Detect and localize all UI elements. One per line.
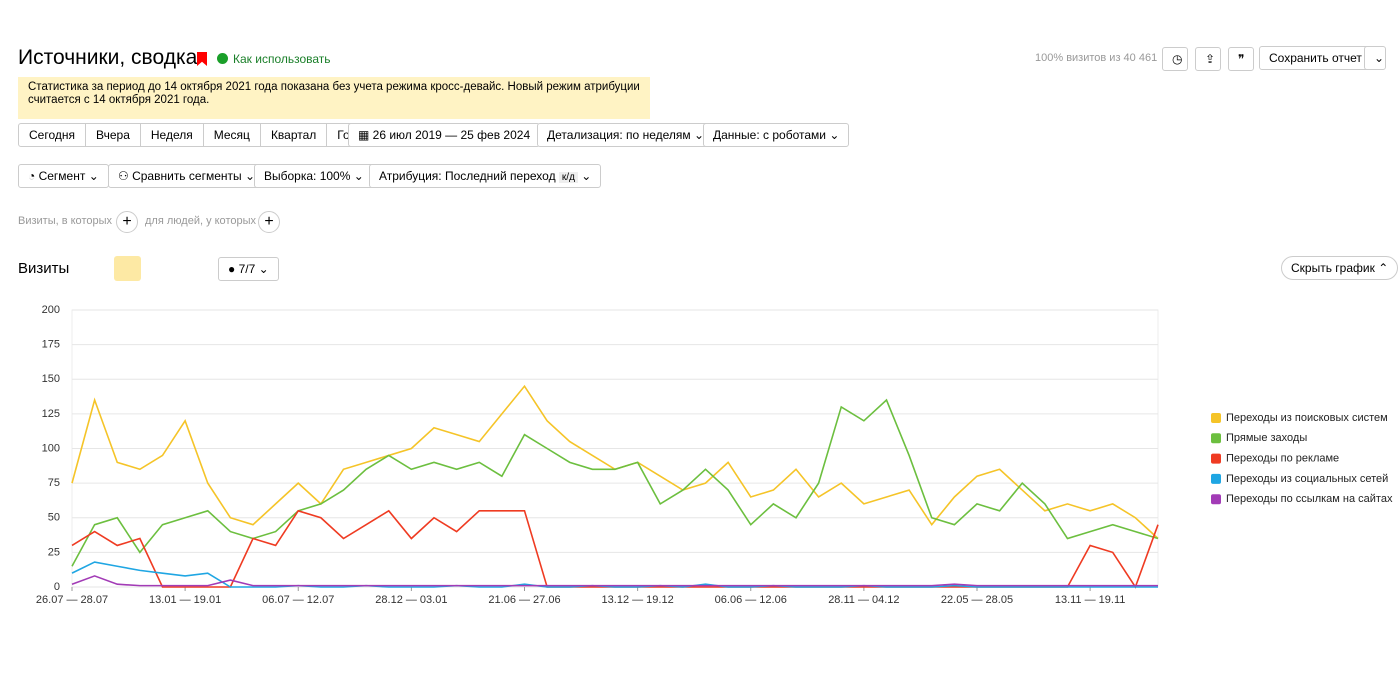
series-line (71, 509, 1159, 589)
x-tick-label: 06.07 — 12.07 (262, 594, 334, 606)
sample-button[interactable]: Выборка: 100% ⌄ (254, 164, 374, 188)
help-icon (217, 53, 228, 64)
legend-swatch (1211, 453, 1221, 464)
legend-label: Переходы по ссылкам на сайтах (1226, 493, 1393, 505)
legend-swatch (1211, 494, 1221, 505)
legend-label: Прямые заходы (1226, 432, 1307, 444)
people-condition: для людей, у которых (145, 215, 256, 227)
x-tick-label: 26.07 — 28.07 (36, 594, 108, 606)
period-button[interactable]: Месяц (204, 124, 261, 146)
period-button[interactable]: Вчера (86, 124, 141, 146)
x-tick-label: 28.12 — 03.01 (375, 594, 447, 606)
period-button[interactable]: Сегодня (19, 124, 86, 146)
more-button[interactable]: ⌄ (1364, 46, 1386, 70)
visits-info: 100% визитов из 40 461 (1035, 52, 1158, 64)
legend-label: Переходы по рекламе (1226, 453, 1339, 465)
y-tick-label: 175 (42, 339, 60, 351)
period-button[interactable]: Неделя (141, 124, 204, 146)
chart-title: Визиты (18, 260, 70, 277)
robots-dropdown[interactable]: Данные: с роботами ⌄ (703, 123, 850, 147)
add-people-condition[interactable]: + (258, 211, 280, 233)
help-link[interactable]: Как использовать (233, 52, 331, 66)
x-tick-label: 13.12 — 19.12 (602, 594, 674, 606)
attribution-tag: к/д (558, 172, 578, 183)
series-line (71, 561, 1158, 588)
y-tick-label: 50 (48, 512, 60, 524)
x-tick-label: 28.11 — 04.12 (828, 594, 899, 606)
compare-text: Сравнить сегменты (132, 169, 242, 183)
plot-border (71, 309, 1159, 588)
page-title: Источники, сводка (18, 46, 198, 69)
series-count-button[interactable]: ● 7/7 ⌄ (218, 257, 279, 281)
x-tick-label: 21.06 — 27.06 (488, 594, 560, 606)
y-tick-label: 25 (48, 546, 60, 558)
period-group: Сегодня Вчера Неделя Месяц Квартал Год (18, 123, 368, 147)
series-line (71, 398, 1159, 567)
hide-chart-text: Скрыть график (1291, 261, 1375, 275)
y-tick-label: 150 (42, 373, 60, 385)
y-tick-label: 75 (48, 477, 60, 489)
date-range-text: 26 июл 2019 — 25 фев 2024 (372, 128, 531, 142)
sample-text: Выборка: 100% (264, 169, 351, 183)
y-tick-label: 200 (42, 304, 60, 316)
period-button[interactable]: Квартал (261, 124, 328, 146)
y-tick-label: 100 (42, 442, 60, 454)
series-count: 7/7 (238, 262, 256, 276)
history-button[interactable]: ◷ (1162, 47, 1188, 71)
date-range[interactable]: ▦ 26 июл 2019 — 25 фев 2024 (348, 123, 541, 147)
legend-swatch (1211, 433, 1221, 444)
export-button[interactable]: ⇪ (1195, 47, 1221, 71)
x-tick-label: 13.01 — 19.01 (149, 594, 221, 606)
y-tick-label: 125 (42, 408, 60, 420)
x-tick-label: 22.05 — 28.05 (941, 594, 1013, 606)
visits-condition: Визиты, в которых (18, 215, 112, 227)
save-button[interactable]: Сохранить отчет (1259, 46, 1372, 70)
y-tick-label: 0 (54, 581, 60, 593)
segment-button[interactable]: ◔ Сегмент ⌄ (18, 164, 109, 188)
add-visit-condition[interactable]: + (116, 211, 138, 233)
series-line (71, 384, 1159, 540)
legend-swatch (1211, 413, 1221, 423)
bookmark-icon[interactable] (197, 52, 207, 66)
detail-text: Детализация: по неделям (547, 128, 691, 142)
legend-label: Переходы из поисковых систем (1226, 412, 1388, 424)
series-line (71, 575, 1158, 587)
line-view-button[interactable] (114, 256, 141, 281)
segment-text: Сегмент (38, 169, 86, 183)
attribution-text: Атрибуция: Последний переход (379, 169, 556, 183)
calendar-icon: ▦ (358, 128, 373, 142)
hide-chart-button[interactable]: Скрыть график ⌃ (1281, 256, 1399, 280)
share-button[interactable]: ❞ (1228, 47, 1254, 71)
attribution-button[interactable]: Атрибуция: Последний переход к/д ⌄ (369, 164, 602, 188)
robots-text: Данные: с роботами (713, 128, 826, 142)
detail-dropdown[interactable]: Детализация: по неделям ⌄ (537, 123, 715, 147)
x-tick-label: 13.11 — 19.11 (1055, 594, 1126, 606)
legend-swatch (1211, 473, 1221, 484)
legend-label: Переходы из социальных сетей (1226, 473, 1388, 485)
notice: Статистика за период до 14 октября 2021 … (18, 77, 650, 119)
compare-button[interactable]: ⚇ Сравнить сегменты ⌄ (108, 164, 266, 188)
x-tick-label: 06.06 — 12.06 (715, 594, 787, 606)
